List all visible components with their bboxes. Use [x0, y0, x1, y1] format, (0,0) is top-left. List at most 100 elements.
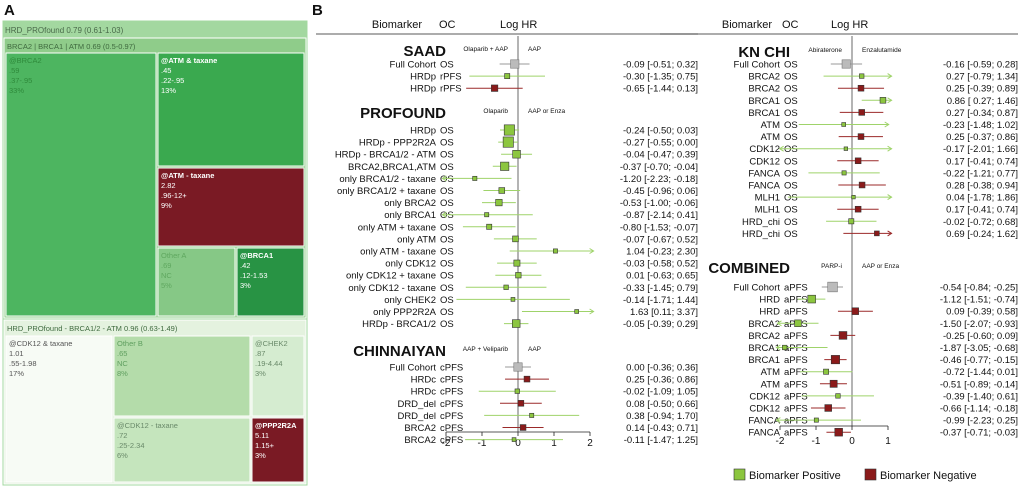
- section-favors-left-label: Olaparib + AAP: [463, 46, 508, 53]
- treemap-cell-pct: 3%: [240, 281, 251, 290]
- ci-arrow-right: [589, 248, 595, 254]
- row-oc-label: aPFS: [784, 355, 808, 366]
- row-hr-ci-text: -0.11 [-1.47; 1.25]: [624, 435, 698, 446]
- point-estimate-box: [515, 272, 522, 279]
- treemap-cell-pct: 13%: [161, 86, 176, 95]
- row-biomarker-label: HRDc: [411, 375, 437, 386]
- row-biomarker-label: HRD: [759, 295, 780, 306]
- treemap-cell-ci: NC: [161, 271, 172, 280]
- row-hr-ci-text: 0.01 [-0.63; 0.65]: [626, 271, 698, 282]
- row-hr-ci-text: -0.03 [-0.58; 0.52]: [623, 259, 698, 270]
- row-biomarker-label: MLH1: [755, 193, 780, 204]
- section-favors-left-label: AAP + Veliparib: [463, 346, 509, 353]
- row-hr-ci-text: -0.23 [-1.48; 1.02]: [943, 120, 1018, 131]
- point-estimate-box: [514, 388, 520, 394]
- point-estimate-box: [523, 375, 531, 383]
- row-oc-label: OS: [440, 271, 454, 282]
- row-hr-ci-text: -0.33 [-1.45; 0.79]: [623, 283, 698, 294]
- panel-label-a: A: [4, 2, 15, 19]
- row-oc-label: OS: [440, 319, 454, 330]
- x-axis-tick-label: 0: [849, 436, 855, 447]
- row-biomarker-label: DRD_del: [397, 399, 436, 410]
- ci-arrow-right: [887, 145, 893, 152]
- row-hr-ci-text: 0.17 [-0.41; 0.74]: [946, 205, 1018, 216]
- row-hr-ci-text: -0.37 [-0.70; -0.04]: [620, 162, 698, 173]
- row-oc-label: OS: [784, 120, 798, 131]
- section-title: COMBINED: [708, 260, 790, 277]
- point-estimate-box: [512, 235, 519, 243]
- row-hr-ci-text: -0.09 [-0.51; 0.32]: [623, 60, 698, 71]
- point-estimate-box: [843, 146, 848, 151]
- row-hr-ci-text: -1.12 [-1.51; -0.74]: [940, 295, 1018, 306]
- row-hr-ci-text: -0.30 [-1.35; 0.75]: [623, 72, 698, 83]
- point-estimate-box: [486, 223, 493, 230]
- row-hr-ci-text: -1.20 [-2.23; -0.18]: [620, 174, 698, 185]
- row-biomarker-label: FANCA: [748, 168, 780, 179]
- point-estimate-box: [858, 109, 865, 116]
- x-axis-tick-label: 1: [885, 436, 891, 447]
- treemap-cell-name: @ATM & taxane: [161, 56, 217, 65]
- row-oc-label: OS: [440, 174, 454, 185]
- row-hr-ci-text: 0.08 [-0.50; 0.66]: [626, 399, 698, 410]
- row-hr-ci-text: 0.27 [-0.34; 0.87]: [946, 108, 1018, 119]
- row-biomarker-label: BRCA1: [748, 108, 780, 119]
- row-biomarker-label: ATM: [761, 367, 780, 378]
- treemap-cell-hr: .65: [117, 349, 127, 358]
- row-oc-label: OS: [784, 132, 798, 143]
- row-hr-ci-text: 0.09 [-0.39; 0.58]: [946, 307, 1018, 318]
- point-estimate-box: [835, 393, 841, 399]
- treemap-cell: [236, 247, 305, 317]
- section-favors-right-label: Enzalutamide: [862, 47, 902, 54]
- x-axis-tick-label: 0: [515, 438, 521, 449]
- row-oc-label: OS: [440, 259, 454, 270]
- treemap-cell-ci: 1.15+: [255, 441, 275, 450]
- row-hr-ci-text: -0.53 [-1.00; -0.06]: [620, 198, 698, 209]
- row-oc-label: OS: [440, 138, 454, 149]
- section-favors-left-label: PARP-i: [821, 263, 842, 270]
- row-hr-ci-text: -0.37 [-0.71; -0.03]: [940, 428, 1018, 439]
- point-estimate-box: [502, 136, 514, 148]
- row-biomarker-label: HRDc: [411, 387, 437, 398]
- treemap-cell-ci: .12-1.53: [240, 271, 268, 280]
- treemap-cell-pct: 9%: [161, 201, 172, 210]
- row-biomarker-label: BRCA2: [748, 319, 780, 330]
- section-title: CHINNAIYAN: [353, 343, 446, 360]
- point-estimate-box: [517, 400, 525, 407]
- row-oc-label: aPFS: [784, 283, 808, 294]
- row-oc-label: cPFS: [440, 387, 463, 398]
- point-estimate-box: [513, 259, 521, 267]
- column-header-biomarker: Biomarker: [722, 19, 772, 31]
- row-oc-label: OS: [440, 234, 454, 245]
- point-estimate-box: [827, 281, 838, 293]
- ci-arrow-left: [775, 344, 781, 351]
- point-estimate-box: [510, 59, 520, 69]
- ci-arrow-left: [778, 145, 784, 152]
- row-biomarker-label: BRCA1: [748, 343, 780, 354]
- row-hr-ci-text: -0.51 [-0.89; -0.14]: [940, 379, 1018, 390]
- treemap-cell-pct: 5%: [161, 281, 172, 290]
- x-axis-tick-label: -2: [442, 438, 451, 449]
- treemap-cell-ci: .96-12+: [161, 191, 187, 200]
- x-axis-tick-label: -1: [812, 436, 821, 447]
- row-biomarker-label: BRCA2: [748, 72, 780, 83]
- treemap-cell: [157, 167, 305, 247]
- point-estimate-box: [782, 344, 788, 351]
- row-biomarker-label: HRDp - BRCA1/2 - ATM: [335, 150, 436, 161]
- row-oc-label: aPFS: [784, 367, 808, 378]
- x-axis-tick-label: 1: [551, 438, 557, 449]
- row-oc-label: OS: [784, 193, 798, 204]
- row-biomarker-label: FANCA: [748, 416, 780, 427]
- section-favors-right-label: AAP or Enza: [862, 263, 899, 270]
- row-hr-ci-text: 0.25 [-0.37; 0.86]: [946, 132, 1018, 143]
- point-estimate-box: [472, 175, 478, 181]
- row-oc-label: OS: [784, 181, 798, 192]
- treemap-group-header: HRD_PROfound - BRCA1/2 - ATM 0.96 (0.63-…: [7, 324, 178, 333]
- treemap-cell-ci: .55-1.98: [9, 359, 37, 368]
- point-estimate-box: [510, 297, 516, 302]
- column-header-oc: OC: [439, 19, 456, 31]
- row-biomarker-label: MLH1: [755, 205, 780, 216]
- row-biomarker-label: HRDp - PPP2R2A: [359, 138, 437, 149]
- treemap-cell: [157, 247, 236, 317]
- row-oc-label: rPFS: [440, 84, 462, 95]
- row-biomarker-label: only CHEK2: [384, 295, 436, 306]
